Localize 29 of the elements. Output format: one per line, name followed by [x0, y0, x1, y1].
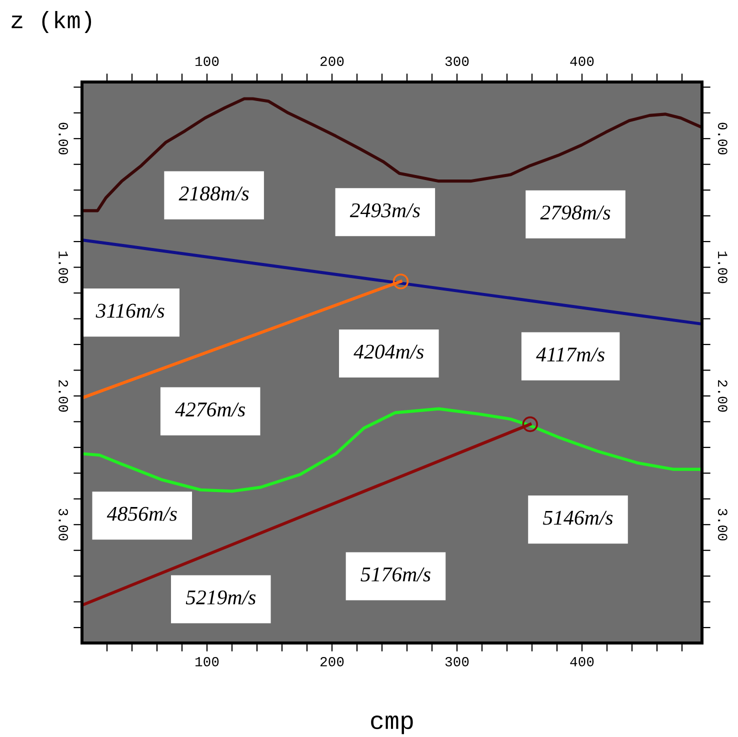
annotation: 5146m/s — [543, 510, 613, 525]
y-tick-label: 3.00 — [58, 508, 68, 540]
annotation: 5176m/s — [360, 567, 430, 582]
annotation: 5219m/s — [186, 590, 256, 604]
y-tick-label: 2.00 — [58, 380, 68, 412]
y-axis-title: z (km) — [12, 10, 92, 34]
y2-tick-label: 1.00 — [718, 252, 728, 284]
x-tick-label: 300 — [445, 656, 469, 666]
y2-tick-label: 0.00 — [718, 122, 728, 154]
x2-tick-label: 400 — [570, 56, 594, 66]
y-tick-label: 0.00 — [58, 122, 68, 154]
annotation: 2493m/s — [350, 203, 420, 218]
y-tick-label: 1.00 — [58, 252, 68, 284]
annotation: 2188m/s — [178, 186, 249, 201]
annotation: 4117m/s — [536, 348, 604, 362]
x-tick-label: 200 — [320, 656, 344, 666]
annotation: 4276m/s — [175, 402, 246, 417]
x-axis-title: cmp — [371, 715, 413, 734]
x2-tick-label: 300 — [445, 56, 469, 66]
x2-tick-label: 200 — [320, 56, 344, 66]
y2-tick-label: 2.00 — [718, 380, 728, 412]
y2-tick-label: 3.00 — [718, 508, 728, 540]
x2-tick-label: 100 — [196, 56, 219, 66]
annotation: 4856m/s — [106, 506, 177, 521]
annotation: 2798m/s — [540, 206, 610, 220]
annotation: 3116m/s — [96, 304, 164, 318]
annotation: 4204m/s — [354, 344, 424, 359]
x-tick-label: 400 — [570, 656, 594, 666]
x-tick-label: 100 — [196, 656, 219, 666]
